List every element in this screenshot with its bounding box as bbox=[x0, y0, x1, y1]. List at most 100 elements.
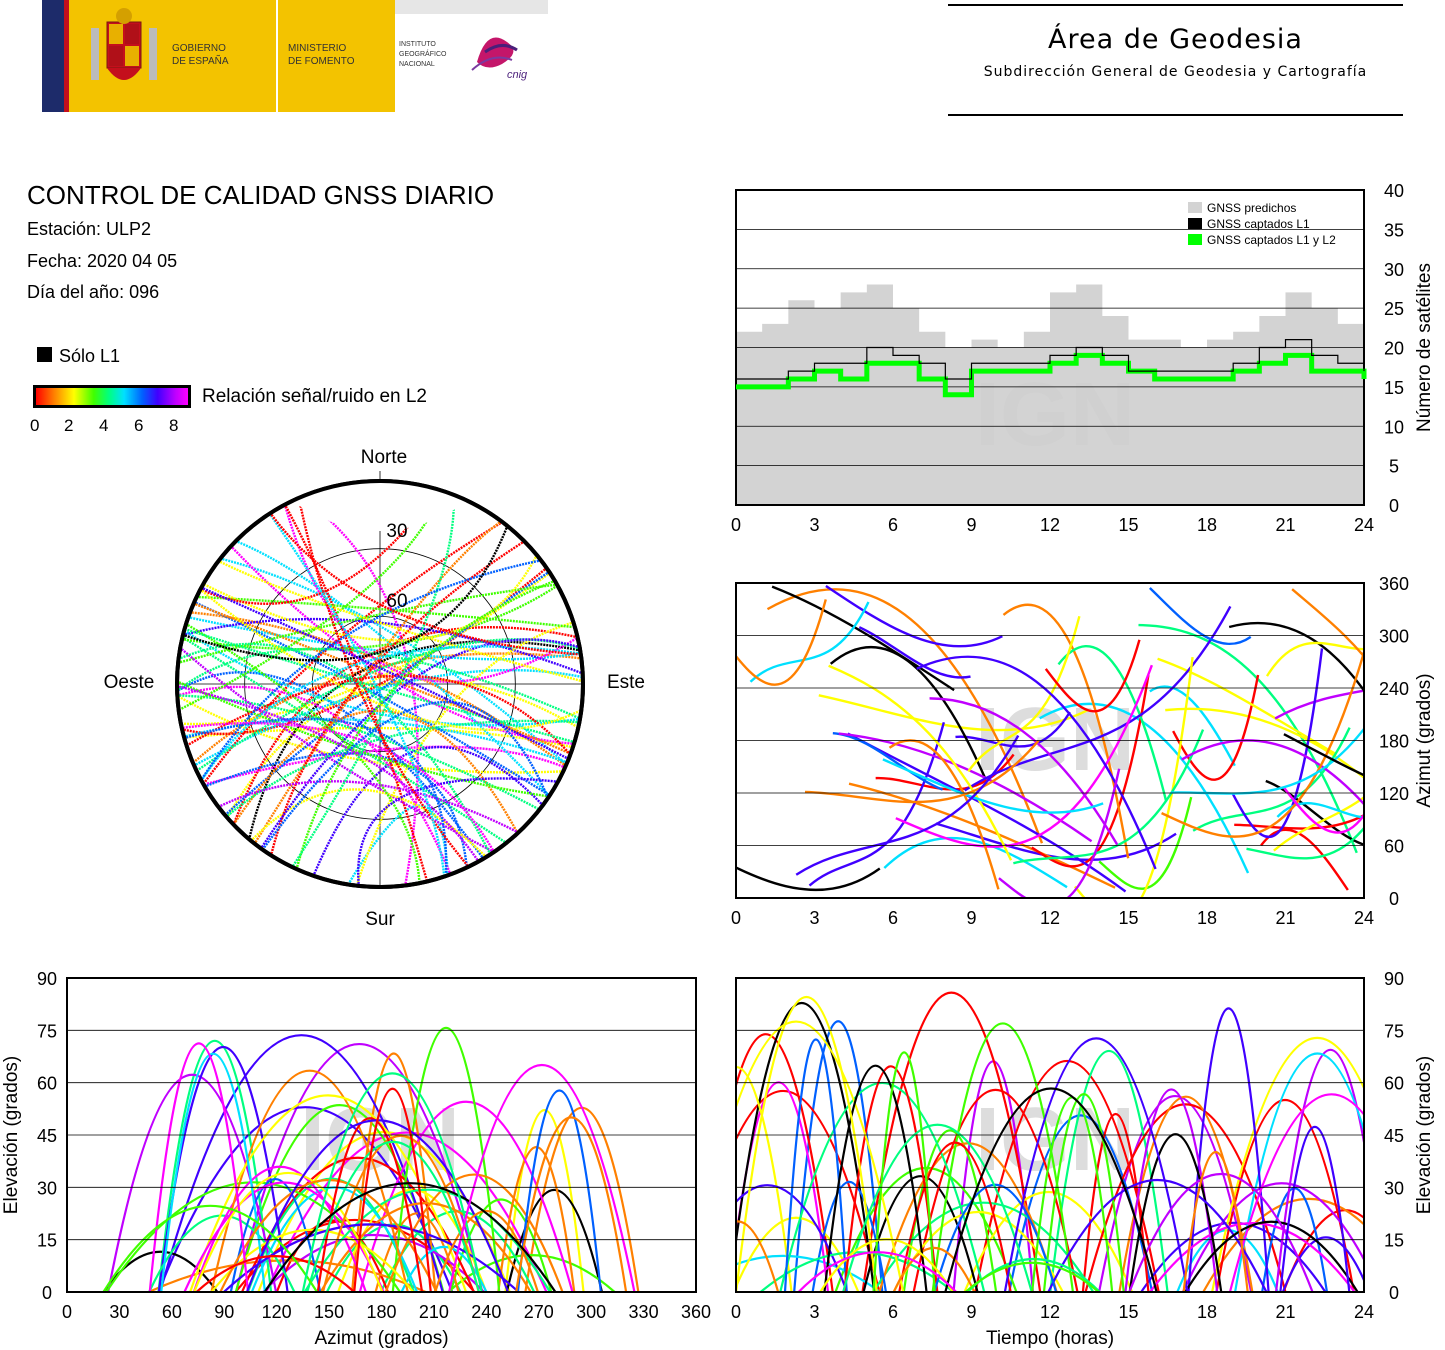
elevaz-track bbox=[263, 1182, 557, 1292]
watermark-ign: IGN bbox=[975, 365, 1135, 465]
elevtime-track bbox=[1184, 1220, 1359, 1292]
elevaz-track bbox=[515, 1116, 628, 1292]
azimut-track bbox=[1276, 802, 1364, 819]
azimut-track bbox=[964, 605, 1232, 792]
azimut-track bbox=[1157, 657, 1337, 756]
elevaz-track bbox=[148, 1042, 250, 1292]
skyplot-track bbox=[201, 559, 540, 779]
elevaz-track bbox=[434, 1210, 539, 1292]
elevtime-track bbox=[1202, 1198, 1364, 1292]
elevaz-track bbox=[102, 1204, 318, 1292]
azimut-track bbox=[766, 588, 1044, 844]
azimut-ytick: 120 bbox=[1379, 784, 1409, 804]
elevaz-xtick: 30 bbox=[109, 1302, 129, 1322]
elevtime-xtick: 6 bbox=[888, 1302, 898, 1322]
cnig-label: cnig bbox=[507, 69, 528, 81]
elevaz-track bbox=[319, 1202, 532, 1292]
skyplot-track bbox=[183, 721, 494, 851]
azimut-xtick: 9 bbox=[966, 908, 976, 928]
azimut-track bbox=[838, 732, 1093, 843]
elevaz-tracks bbox=[102, 1026, 640, 1292]
snr-label: Relación señal/ruido en L2 bbox=[202, 386, 427, 407]
elevtime-track bbox=[797, 1251, 958, 1292]
azimut-xtick: 12 bbox=[1040, 908, 1060, 928]
elevtime-ytick: 45 bbox=[1384, 1126, 1404, 1146]
sats-ytick: 10 bbox=[1384, 417, 1404, 437]
sats-ytick: 25 bbox=[1384, 299, 1404, 319]
azimut-track bbox=[1013, 729, 1205, 865]
skyplot-track bbox=[186, 628, 573, 743]
elevaz-frame bbox=[66, 977, 697, 1293]
skyplot-track bbox=[182, 573, 550, 726]
snr-tick: 8 bbox=[169, 416, 179, 435]
elevaz-track bbox=[223, 1223, 520, 1292]
skyplot-border-top bbox=[175, 479, 585, 889]
elevaz-ytick: 0 bbox=[42, 1283, 52, 1303]
azimut-track bbox=[1228, 621, 1364, 693]
azimut-track bbox=[828, 664, 1013, 861]
elevaz-track bbox=[189, 1094, 468, 1292]
elevaz-track bbox=[183, 1181, 385, 1292]
azimut-track bbox=[1283, 787, 1364, 834]
elevtime-track bbox=[1049, 1050, 1169, 1292]
elevtime-track bbox=[1211, 1036, 1364, 1292]
azimut-track bbox=[1044, 639, 1141, 713]
elevaz-xlabel: Azimut (grados) bbox=[314, 1328, 448, 1349]
azimut-track bbox=[1231, 648, 1324, 839]
sats-xtick: 18 bbox=[1197, 515, 1217, 535]
skyplot-track bbox=[201, 589, 580, 731]
skyplot-track bbox=[270, 514, 579, 656]
sats-xtick: 3 bbox=[809, 515, 819, 535]
azimut-track bbox=[858, 626, 971, 679]
sats-xtick: 9 bbox=[966, 515, 976, 535]
sats-ytick: 15 bbox=[1384, 378, 1404, 398]
skyplot-track bbox=[313, 745, 543, 875]
azimut-track bbox=[818, 694, 1089, 732]
sats-ytick: 0 bbox=[1389, 496, 1399, 516]
skyplot-track bbox=[178, 685, 451, 873]
skyplot-ring-label-30: 30 bbox=[386, 521, 407, 542]
elevtime-track bbox=[1281, 1236, 1364, 1292]
elevtime-track bbox=[736, 1002, 876, 1292]
elevtime-track bbox=[1274, 1049, 1364, 1292]
area-box bbox=[948, 4, 1403, 116]
elevaz-xtick: 210 bbox=[419, 1302, 449, 1322]
elevaz-xtick: 90 bbox=[214, 1302, 234, 1322]
series-l1-line bbox=[736, 339, 1365, 380]
azimut-track bbox=[771, 585, 955, 692]
elevaz-ytick: 45 bbox=[37, 1126, 57, 1146]
skyplot-track bbox=[302, 497, 419, 884]
elevtime-track bbox=[783, 1038, 848, 1292]
azimut-xtick: 6 bbox=[888, 908, 898, 928]
skyplot-label-east: Este bbox=[607, 672, 645, 693]
azimut-xtick: 15 bbox=[1118, 908, 1138, 928]
skyplot-track bbox=[356, 621, 572, 885]
azimut-frame bbox=[735, 582, 1365, 899]
doy-line: Día del año: 096 bbox=[27, 282, 160, 302]
azimut-track bbox=[1149, 587, 1252, 645]
skyplot-track bbox=[251, 788, 486, 857]
skyplot-track bbox=[269, 514, 446, 875]
azimut-track bbox=[804, 739, 1040, 804]
sats-ytick: 35 bbox=[1384, 220, 1404, 240]
sats-ytick: 5 bbox=[1389, 457, 1399, 477]
elevtime-xtick: 18 bbox=[1197, 1302, 1217, 1322]
snr-tick: 0 bbox=[30, 416, 40, 435]
ign-top-bar bbox=[395, 0, 548, 14]
elevtime-track bbox=[1187, 1007, 1270, 1292]
elevaz-ytick: 75 bbox=[37, 1021, 57, 1041]
ign-logo-panel: INSTITUTO GEOGRÁFICO NACIONAL cnig bbox=[395, 14, 548, 112]
elevtime-track bbox=[736, 1254, 881, 1292]
skyplot-track bbox=[298, 499, 469, 866]
elevtime-ytick: 90 bbox=[1384, 969, 1404, 989]
elevtime-track bbox=[964, 1261, 1100, 1292]
sats-ytick: 40 bbox=[1384, 181, 1404, 201]
skyplot-track bbox=[227, 719, 578, 817]
sats-xtick: 15 bbox=[1118, 515, 1138, 535]
elevtime-track bbox=[823, 1064, 928, 1292]
elevtime-track bbox=[843, 1065, 939, 1292]
skyplot-track bbox=[179, 583, 555, 664]
sats-ylabel: Número de satélites bbox=[1414, 263, 1435, 432]
sats-legend-label: GNSS captados L1 bbox=[1207, 217, 1310, 231]
azimut-xtick: 0 bbox=[731, 908, 741, 928]
